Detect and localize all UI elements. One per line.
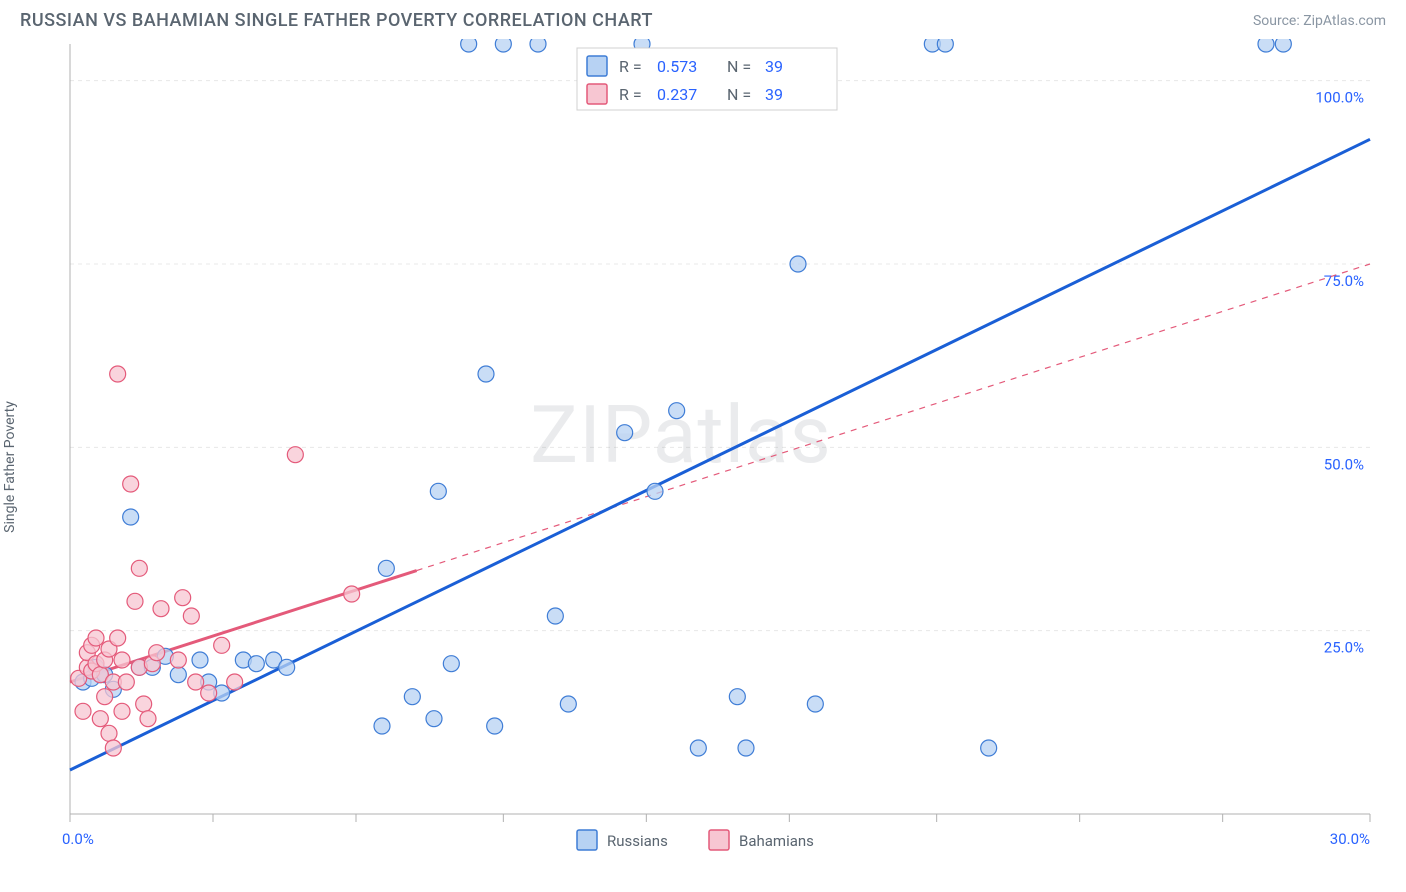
legend-swatch: [587, 84, 607, 104]
data-point: [1275, 39, 1291, 52]
chart-source: Source: ZipAtlas.com: [1253, 13, 1386, 29]
data-point: [461, 39, 477, 52]
legend-r-value: 0.573: [657, 57, 697, 76]
data-point: [127, 593, 143, 609]
chart-title: RUSSIAN VS BAHAMIAN SINGLE FATHER POVERT…: [20, 10, 653, 31]
data-point: [88, 630, 104, 646]
chart-header: RUSSIAN VS BAHAMIAN SINGLE FATHER POVERT…: [0, 0, 1406, 39]
data-point: [97, 689, 113, 705]
data-point: [487, 718, 503, 734]
y-tick-label: 50.0%: [1324, 455, 1364, 473]
data-point: [92, 711, 108, 727]
data-point: [110, 630, 126, 646]
data-point: [729, 689, 745, 705]
data-point: [495, 39, 511, 52]
data-point: [478, 366, 494, 382]
data-point: [530, 39, 546, 52]
data-point: [170, 652, 186, 668]
x-tick-label: 0.0%: [62, 830, 94, 848]
data-point: [426, 711, 442, 727]
x-tick-label: 30.0%: [1330, 830, 1370, 848]
data-point: [1258, 39, 1274, 52]
data-point: [114, 652, 130, 668]
legend-label: Bahamians: [739, 832, 814, 850]
y-tick-label: 25.0%: [1324, 639, 1364, 657]
data-point: [617, 425, 633, 441]
data-point: [110, 366, 126, 382]
data-point: [114, 703, 130, 719]
data-point: [105, 740, 121, 756]
data-point: [344, 586, 360, 602]
y-axis-label: Single Father Poverty: [2, 401, 18, 533]
data-point: [560, 696, 576, 712]
data-point: [183, 608, 199, 624]
data-point: [123, 476, 139, 492]
data-point: [131, 560, 147, 576]
data-point: [192, 652, 208, 668]
data-point: [443, 656, 459, 672]
data-point: [690, 740, 706, 756]
data-point: [547, 608, 563, 624]
data-point: [430, 483, 446, 499]
data-point: [175, 590, 191, 606]
data-point: [790, 256, 806, 272]
data-point: [669, 403, 685, 419]
data-point: [248, 656, 264, 672]
data-point: [118, 674, 134, 690]
stats-legend: [577, 48, 837, 110]
chart-area: Single Father Poverty 25.0%50.0%75.0%100…: [20, 39, 1386, 879]
data-point: [75, 703, 91, 719]
legend-n-value: 39: [765, 57, 783, 76]
y-tick-label: 75.0%: [1324, 272, 1364, 290]
data-point: [149, 645, 165, 661]
data-point: [188, 674, 204, 690]
data-point: [279, 659, 295, 675]
legend-label: Russians: [607, 832, 668, 850]
data-point: [374, 718, 390, 734]
data-point: [404, 689, 420, 705]
data-point: [101, 725, 117, 741]
data-point: [378, 560, 394, 576]
legend-r-value: 0.237: [657, 85, 697, 104]
data-point: [807, 696, 823, 712]
data-point: [201, 685, 217, 701]
data-point: [287, 447, 303, 463]
legend-n-label: N =: [727, 57, 751, 76]
legend-n-value: 39: [765, 85, 783, 104]
data-point: [123, 509, 139, 525]
data-point: [170, 667, 186, 683]
trend-line: [70, 139, 1370, 770]
data-point: [937, 39, 953, 52]
y-tick-label: 100.0%: [1315, 89, 1364, 107]
data-point: [140, 711, 156, 727]
data-point: [153, 601, 169, 617]
legend-r-label: R =: [619, 57, 642, 76]
data-point: [214, 637, 230, 653]
data-point: [227, 674, 243, 690]
scatter-chart-svg: 25.0% 50.0% 75.0% 100.0% ZIPatlas 0.0% 30.0% R …: [20, 39, 1386, 879]
legend-n-label: N =: [727, 85, 751, 104]
legend-swatch: [587, 56, 607, 76]
legend-swatch: [577, 830, 597, 850]
legend-swatch: [709, 830, 729, 850]
data-point: [738, 740, 754, 756]
data-point: [136, 696, 152, 712]
legend-r-label: R =: [619, 85, 642, 104]
data-point: [981, 740, 997, 756]
data-point: [647, 483, 663, 499]
watermark: ZIPatlas: [530, 388, 832, 482]
